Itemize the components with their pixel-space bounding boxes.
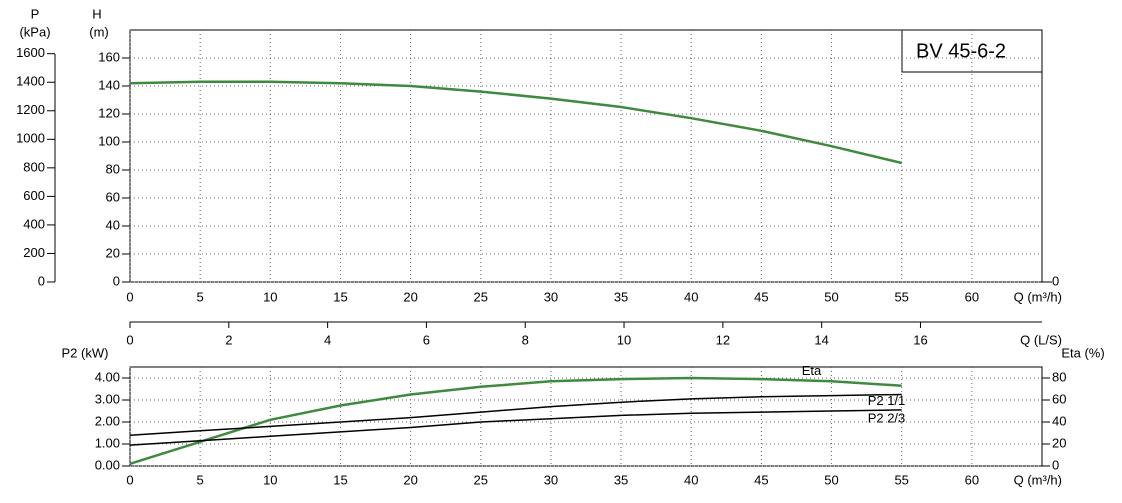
- x-tick-label: 10: [263, 289, 277, 304]
- y-axis-label: P2 (kW): [62, 345, 109, 360]
- x-tick-label: 10: [263, 472, 277, 487]
- y-tick-label: 20: [1052, 435, 1066, 450]
- y-tick-label: 200: [23, 245, 45, 260]
- y-tick-label: 0: [1052, 457, 1059, 472]
- y-tick-label: 140: [98, 77, 120, 92]
- y-tick-label: 0.00: [95, 457, 120, 472]
- x-tick-label: 6: [423, 332, 430, 347]
- y-tick-label: 20: [106, 245, 120, 260]
- y-tick-label: 1600: [16, 45, 45, 60]
- y-tick-label: 0: [113, 273, 120, 288]
- x-tick-label: 25: [474, 289, 488, 304]
- x-tick-label: 0: [126, 472, 133, 487]
- x-tick-label: 50: [824, 289, 838, 304]
- y-tick-label: 40: [1052, 413, 1066, 428]
- y-tick-label: 1200: [16, 102, 45, 117]
- x-axis-label: Q (m³/h): [1014, 472, 1062, 487]
- x-tick-label: 60: [965, 472, 979, 487]
- y-tick-label: 2.00: [95, 413, 120, 428]
- x-tick-label: 16: [913, 332, 927, 347]
- x-tick-label: 35: [614, 472, 628, 487]
- y-tick-label: 80: [1052, 369, 1066, 384]
- x-tick-label: 45: [754, 289, 768, 304]
- x-tick-label: 2: [225, 332, 232, 347]
- series-label: P2 1/1: [868, 393, 906, 408]
- x-tick-label: 20: [403, 289, 417, 304]
- x-tick-label: 45: [754, 472, 768, 487]
- line: [129, 80, 902, 165]
- y-tick-label: 60: [1052, 391, 1066, 406]
- x-tick-label: 15: [333, 289, 347, 304]
- x-tick-label: 60: [965, 289, 979, 304]
- x-tick-label: 55: [894, 289, 908, 304]
- x-tick-label: 14: [814, 332, 828, 347]
- x-tick-label: 40: [684, 289, 698, 304]
- line: [129, 393, 902, 436]
- axis-label: H: [92, 6, 101, 21]
- y-tick-label: 4.00: [95, 369, 120, 384]
- axis-label: P: [31, 6, 40, 21]
- series-label: P2 2/3: [868, 410, 906, 425]
- y-tick-label: 80: [106, 161, 120, 176]
- x-tick-label: 8: [522, 332, 529, 347]
- x-axis-label: Q (m³/h): [1014, 289, 1062, 304]
- y-tick-label: 800: [23, 159, 45, 174]
- x-tick-label: 25: [474, 472, 488, 487]
- x-axis-label: Q (L/S): [1020, 332, 1062, 347]
- series-label: Eta: [802, 363, 822, 378]
- y-tick-label: 1400: [16, 74, 45, 89]
- x-tick-label: 55: [894, 472, 908, 487]
- line: [129, 376, 902, 465]
- y-tick-label: 60: [106, 189, 120, 204]
- y-tick-label: 40: [106, 217, 120, 232]
- x-tick-label: 4: [324, 332, 331, 347]
- x-tick-label: 50: [824, 472, 838, 487]
- x-tick-label: 15: [333, 472, 347, 487]
- x-tick-label: 0: [126, 332, 133, 347]
- y-tick-label: 100: [98, 133, 120, 148]
- x-tick-label: 40: [684, 472, 698, 487]
- y-tick-label: 0: [1052, 273, 1059, 288]
- x-tick-label: 12: [716, 332, 730, 347]
- x-tick-label: 35: [614, 289, 628, 304]
- x-tick-label: 30: [544, 289, 558, 304]
- y-tick-label: 400: [23, 216, 45, 231]
- y-tick-label: 1.00: [95, 435, 120, 450]
- chart-title: BV 45-6-2: [916, 40, 1006, 62]
- x-tick-label: 5: [197, 472, 204, 487]
- y-tick-label: 0: [38, 273, 45, 288]
- x-tick-label: 10: [617, 332, 631, 347]
- x-tick-label: 0: [126, 289, 133, 304]
- axis-unit: (kPa): [19, 24, 50, 39]
- x-tick-label: 20: [403, 472, 417, 487]
- y-tick-label: 1000: [16, 131, 45, 146]
- y-tick-label: 120: [98, 105, 120, 120]
- y-tick-label: 3.00: [95, 391, 120, 406]
- line: [129, 409, 902, 446]
- y-tick-label: 600: [23, 188, 45, 203]
- y2-axis-label: Eta (%): [1061, 345, 1104, 360]
- x-tick-label: 5: [197, 289, 204, 304]
- y-tick-label: 160: [98, 49, 120, 64]
- x-tick-label: 30: [544, 472, 558, 487]
- axis-unit: (m): [89, 24, 109, 39]
